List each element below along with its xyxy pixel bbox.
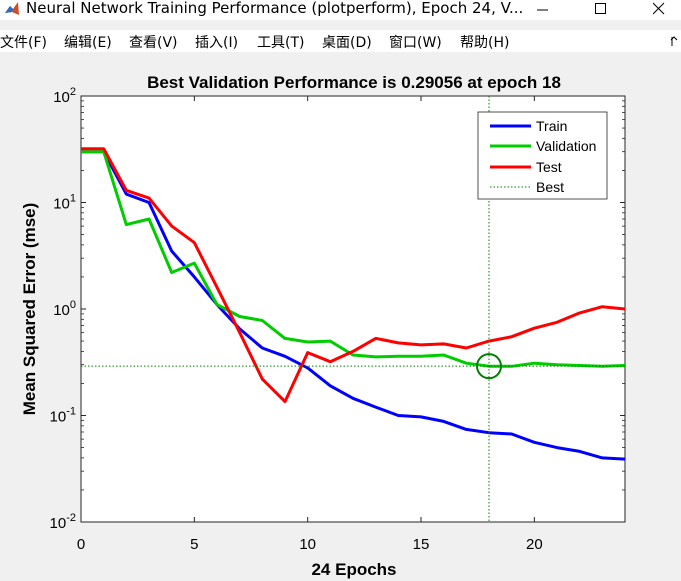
y-axis-label: Mean Squared Error (mse): [20, 203, 39, 416]
validation-line: [81, 150, 626, 368]
menu-window[interactable]: 窗口(W): [389, 35, 442, 51]
performance-plot[interactable]: Best Validation Performance is 0.29056 a…: [0, 52, 681, 581]
x-tick-label: 15: [413, 536, 430, 553]
menu-edit[interactable]: 编辑(E): [64, 35, 112, 51]
y-tick-label: 10-1: [50, 406, 76, 426]
best-point-marker: [476, 353, 502, 380]
minimize-button[interactable]: [520, 0, 566, 20]
menu-help[interactable]: 帮助(H): [460, 35, 510, 51]
dock-arrow-icon[interactable]: [670, 34, 680, 48]
x-tick-label: 5: [190, 536, 198, 553]
figure-area: Best Validation Performance is 0.29056 a…: [0, 52, 681, 581]
train-line: [81, 150, 626, 461]
menu-bar: 文件(F) 编辑(E) 查看(V) 插入(I) 工具(T) 桌面(D) 窗口(W…: [0, 30, 681, 52]
menu-insert[interactable]: 插入(I): [195, 35, 239, 51]
close-icon: [653, 2, 665, 15]
window-title: Neural Network Training Performance (plo…: [26, 0, 524, 17]
y-tick-label: 102: [53, 86, 76, 106]
close-button[interactable]: [636, 0, 681, 20]
x-tick-label: 10: [299, 536, 316, 553]
x-tick-label: 0: [77, 536, 85, 553]
series-lines: [81, 147, 626, 461]
legend: Train Validation Test Best: [477, 111, 608, 200]
chart-title: Best Validation Performance is 0.29056 a…: [147, 73, 561, 92]
matlab-icon: [5, 2, 19, 15]
menu-tools[interactable]: 工具(T): [257, 35, 305, 51]
menu-desktop[interactable]: 桌面(D): [322, 35, 372, 51]
title-bar: Neural Network Training Performance (plo…: [0, 0, 681, 20]
menu-view[interactable]: 查看(V): [129, 35, 178, 51]
menu-file[interactable]: 文件(F): [0, 35, 47, 51]
maximize-icon: [595, 3, 606, 14]
y-tick-label: 100: [53, 299, 76, 319]
maximize-button[interactable]: [578, 0, 624, 20]
y-tick-label: 10-2: [50, 512, 76, 532]
legend-label-validation: Validation: [536, 138, 596, 154]
minimize-icon: [537, 9, 548, 11]
x-axis-label: 24 Epochs: [311, 560, 396, 579]
legend-label-train: Train: [536, 118, 567, 134]
x-tick-label: 20: [526, 536, 543, 553]
axis-ticks: 0 5 10 15 20 102 101 100 10-1 10-2: [50, 86, 625, 553]
y-tick-label: 101: [53, 193, 76, 213]
legend-label-best: Best: [536, 179, 564, 195]
legend-label-test: Test: [536, 159, 562, 175]
test-line: [81, 147, 626, 404]
